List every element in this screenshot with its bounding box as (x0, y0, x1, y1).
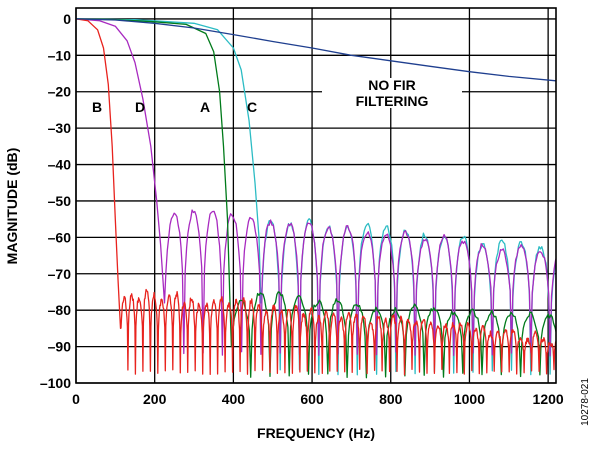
curve-label-d: D (135, 99, 145, 115)
y-tick-label: –20 (48, 84, 72, 100)
y-tick-label: –40 (48, 157, 72, 173)
x-tick-label: 1200 (533, 391, 564, 407)
series-line-a (76, 18, 556, 379)
x-tick-label: 0 (72, 391, 80, 407)
x-tick-label: 1000 (454, 391, 485, 407)
y-axis-ticks: 0 –10 –20 –30 –40 –50 –60 –70 –80 –90 –100 (40, 11, 71, 391)
series-line-d (76, 18, 556, 357)
x-tick-label: 800 (379, 391, 403, 407)
y-tick-label: 0 (63, 11, 71, 27)
y-tick-label: –90 (48, 339, 72, 355)
x-tick-label: 600 (300, 391, 324, 407)
series-layer (76, 18, 556, 379)
x-axis-title: FREQUENCY (Hz) (257, 425, 375, 441)
y-tick-label: –80 (48, 302, 72, 318)
series-line-b (76, 18, 556, 376)
curve-label-a: A (200, 99, 210, 115)
series-clip-group (76, 18, 556, 379)
curve-label-b: B (92, 99, 102, 115)
curve-label-c: C (247, 99, 257, 115)
y-axis-title: MAGNITUDE (dB) (4, 148, 20, 265)
x-tick-label: 200 (143, 391, 167, 407)
no-fir-label-bg (322, 78, 462, 108)
y-tick-label: –60 (48, 229, 72, 245)
y-tick-label: –10 (48, 47, 72, 63)
x-axis-ticks: 0 200 400 600 800 1000 1200 (72, 391, 564, 407)
y-tick-label: –100 (40, 375, 71, 391)
y-tick-label: –50 (48, 193, 72, 209)
figure-id: 10278-021 (580, 378, 591, 426)
series-line-no-fir-filtering (76, 18, 556, 82)
plot-frame (75, 7, 557, 384)
no-fir-label-line1: NO FIR (368, 77, 415, 93)
plot-border (75, 7, 557, 384)
x-tick-label: 400 (222, 391, 246, 407)
y-tick-label: –30 (48, 120, 72, 136)
no-fir-label-line2: FILTERING (356, 93, 429, 109)
y-tick-label: –70 (48, 266, 72, 282)
